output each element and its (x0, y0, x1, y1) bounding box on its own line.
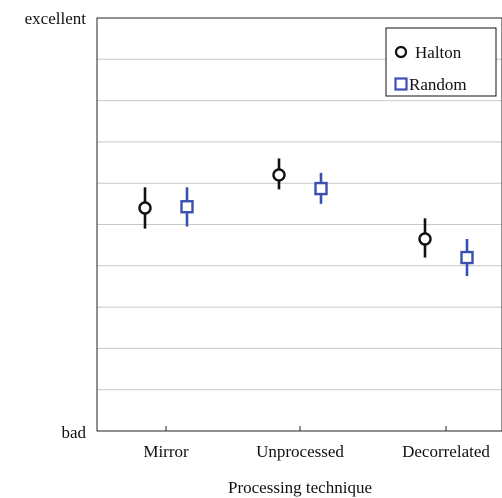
legend-halton-marker (394, 45, 408, 59)
point-halton-mirror (138, 201, 152, 215)
point-random-mirror (180, 200, 194, 214)
x-axis-ticks: Mirror Unprocessed Decorrelated (143, 426, 490, 461)
data-marks (138, 158, 474, 277)
y-tick-label-bottom: bad (61, 423, 86, 442)
y-tick-label-top: excellent (25, 9, 87, 28)
grid-lines (97, 17, 502, 432)
legend-random-label: Random (409, 75, 467, 94)
legend-random-marker (394, 77, 408, 91)
legend: Halton Random (385, 27, 497, 97)
x-tick-label-unprocessed: Unprocessed (256, 442, 344, 461)
x-tick-label-mirror: Mirror (143, 442, 189, 461)
point-halton-unprocessed (272, 168, 286, 182)
x-axis-label: Processing technique (228, 478, 372, 497)
point-halton-decorrelated (418, 232, 432, 246)
point-random-unprocessed (314, 181, 328, 196)
legend-halton-label: Halton (415, 43, 462, 62)
x-tick-label-decorrelated: Decorrelated (402, 442, 490, 461)
point-random-decorrelated (460, 250, 474, 265)
